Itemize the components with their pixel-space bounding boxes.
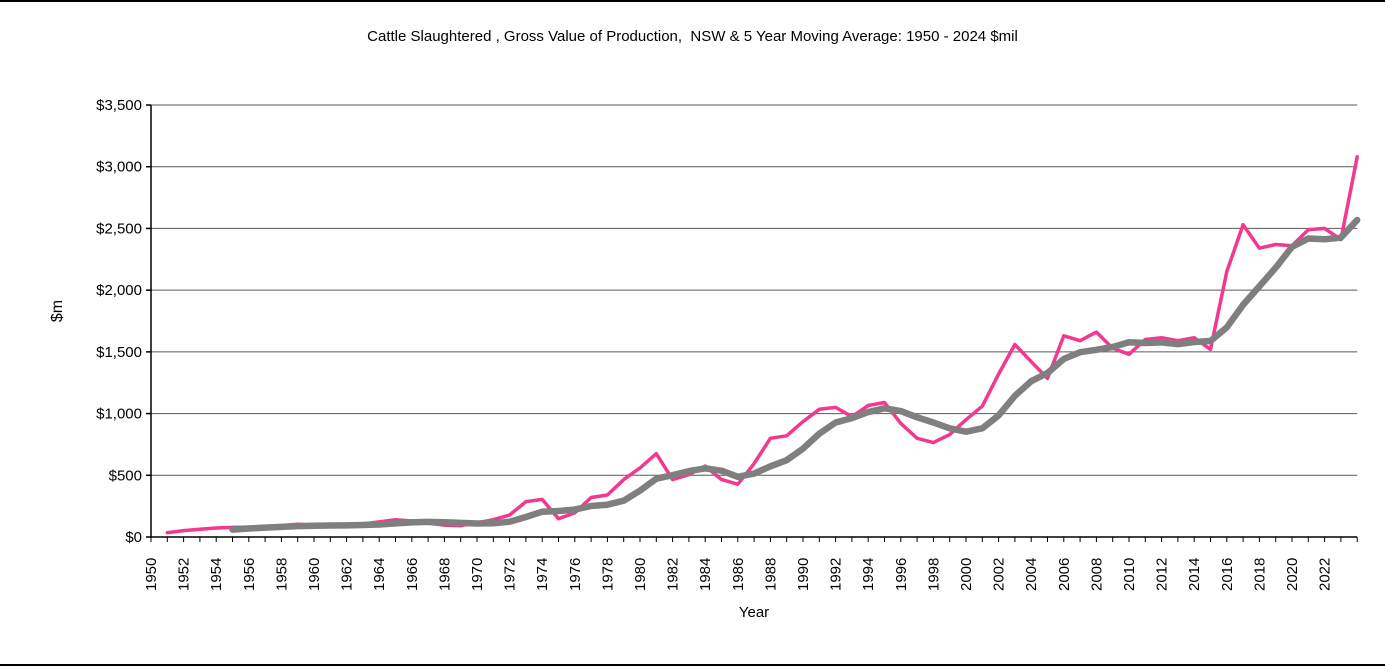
x-tick-label: 2012 [1154, 558, 1171, 591]
x-tick-label: 2006 [1056, 558, 1073, 591]
moving-average-series-line [229, 216, 1361, 533]
x-tick-label: 2002 [991, 558, 1008, 591]
x-tick-label: 1964 [371, 558, 388, 591]
x-tick-label: 2010 [1121, 558, 1138, 591]
x-tick-label: 2016 [1219, 558, 1236, 591]
x-tick-label: 1966 [404, 558, 421, 591]
y-tick-label: $500 [109, 467, 142, 484]
window-border-bottom [0, 664, 1385, 666]
y-tick-label: $0 [125, 529, 142, 546]
x-tick-label: 1982 [665, 558, 682, 591]
y-tick-label: $2,000 [96, 282, 142, 299]
x-tick-label: 1950 [143, 558, 160, 591]
x-tick-label: 1972 [502, 558, 519, 591]
x-tick-label: 1992 [828, 558, 845, 591]
x-tick-label: 1996 [893, 558, 910, 591]
chart-title: Cattle Slaughtered , Gross Value of Prod… [367, 28, 1018, 45]
x-tick-label: 1988 [762, 558, 779, 591]
y-tick-label: $3,500 [96, 97, 142, 114]
y-tick-label: $1,500 [96, 344, 142, 361]
y-tick-label: $1,000 [96, 406, 142, 423]
x-tick-label: 1962 [339, 558, 356, 591]
x-tick-label: 2014 [1186, 558, 1203, 591]
x-tick-label: 1990 [795, 558, 812, 591]
window-border-top [0, 0, 1385, 2]
y-tick-label: $2,500 [96, 220, 142, 237]
x-tick-label: 2000 [958, 558, 975, 591]
x-tick-label: 1978 [599, 558, 616, 591]
x-tick-label: 1980 [632, 558, 649, 591]
x-tick-label: 1974 [534, 558, 551, 591]
x-tick-label: 1952 [176, 558, 193, 591]
x-tick-label: 1956 [241, 558, 258, 591]
x-tick-label: 2008 [1088, 558, 1105, 591]
x-tick-label: 2004 [1023, 558, 1040, 591]
x-tick-label: 1968 [436, 558, 453, 591]
x-tick-label: 1970 [469, 558, 486, 591]
y-tick-label: $3,000 [96, 159, 142, 176]
x-axis-title: Year [738, 604, 770, 621]
x-tick-label: 2018 [1251, 558, 1268, 591]
x-tick-label: 1998 [925, 558, 942, 591]
x-tick-label: 1958 [273, 558, 290, 591]
x-tick-label: 1976 [567, 558, 584, 591]
x-tick-label: 1984 [697, 558, 714, 591]
x-tick-label: 1986 [730, 558, 747, 591]
x-tick-label: 1994 [860, 558, 877, 591]
x-tick-label: 1960 [306, 558, 323, 591]
x-tick-label: 1954 [208, 558, 225, 591]
x-tick-label: 2020 [1284, 558, 1301, 591]
x-tick-label: 2022 [1317, 558, 1334, 591]
